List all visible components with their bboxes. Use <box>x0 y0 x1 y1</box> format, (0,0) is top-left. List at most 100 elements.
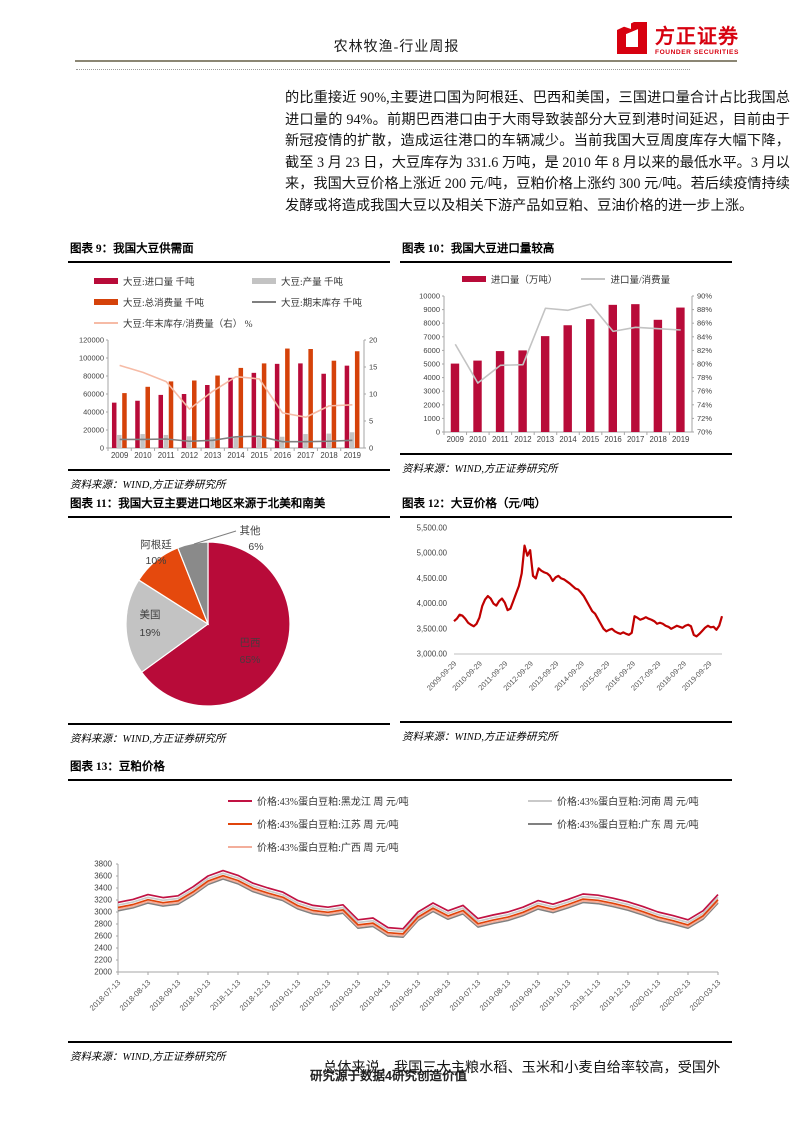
figure-12-line-chart: 3,000.00 3,500.00 4,000.00 4,500.00 5,000.00… <box>417 524 724 693</box>
figure-13-soybean-meal-price: 图表 13：豆粕价格 价格:43%蛋白豆粕:黑龙江 周 元/吨 价格:43%蛋白豆… <box>68 757 732 1063</box>
figure-9-soybean-supply-demand: 图表 9：我国大豆供需面 大豆:进口量 千吨 大豆:产量 千吨 大豆:总消费量 千吨… <box>68 239 390 491</box>
svg-text:60000: 60000 <box>83 390 104 399</box>
svg-text:70%: 70% <box>697 428 712 437</box>
page-footer: 研究源于数据4研究创造价值 <box>310 1069 467 1083</box>
svg-text:10%: 10% <box>145 555 166 567</box>
svg-text:86%: 86% <box>697 319 712 328</box>
legend-item: 价格:43%蛋白豆粕:江苏 周 元/吨 <box>228 816 528 831</box>
legend-item: 价格:43%蛋白豆粕:河南 周 元/吨 <box>528 793 732 808</box>
legend-item: 进口量（万吨） <box>461 272 557 286</box>
svg-text:5: 5 <box>369 417 373 426</box>
svg-text:80000: 80000 <box>83 372 104 381</box>
svg-text:2019-07-13: 2019-07-13 <box>448 978 483 1013</box>
legend-label: 进口量/消费量 <box>610 276 671 286</box>
legend-item: 价格:43%蛋白豆粕:广东 周 元/吨 <box>528 816 732 831</box>
svg-text:4,000.00: 4,000.00 <box>417 599 448 608</box>
svg-text:2014: 2014 <box>559 435 577 444</box>
svg-text:2019-10-13: 2019-10-13 <box>538 978 573 1013</box>
figure-12-soybean-price: 3,000.00 3,500.00 4,000.00 4,500.00 5,000.00… <box>400 494 732 743</box>
svg-text:72%: 72% <box>697 414 712 423</box>
svg-text:1000: 1000 <box>423 414 440 423</box>
svg-text:3,500.00: 3,500.00 <box>417 624 448 633</box>
svg-text:0: 0 <box>436 428 440 437</box>
svg-text:2019-06-13: 2019-06-13 <box>418 978 453 1013</box>
legend-swatch-line-icon <box>228 822 252 825</box>
svg-text:7000: 7000 <box>423 332 440 341</box>
svg-text:5,500.00: 5,500.00 <box>417 524 448 533</box>
legend-label: 大豆:年末库存/消费量（右） % <box>123 320 253 330</box>
legend-swatch-line-icon <box>228 799 252 802</box>
figure-10-soybean-imports: 图表 10：我国大豆进口量较高 进口量（万吨） 进口量/消费量 0 1000 2000… <box>400 239 732 476</box>
svg-text:2400: 2400 <box>94 944 112 953</box>
svg-text:2019-04-13: 2019-04-13 <box>358 978 393 1013</box>
svg-text:巴西: 巴西 <box>240 637 261 649</box>
svg-text:5000: 5000 <box>423 360 440 369</box>
intro-paragraph: 的比重接近 90%,主要进口国为阿根廷、巴西和美国，三国进口量合计占比我国总进口… <box>285 90 790 214</box>
figure-10-title: 图表 10：我国大豆进口量较高 <box>400 239 732 263</box>
svg-text:2016: 2016 <box>604 435 621 444</box>
svg-text:9000: 9000 <box>423 305 440 314</box>
svg-text:2015: 2015 <box>251 451 269 460</box>
svg-text:2011: 2011 <box>158 451 175 460</box>
legend-swatch-line-icon <box>228 845 252 848</box>
svg-text:2019-09-13: 2019-09-13 <box>508 978 543 1013</box>
svg-text:2600: 2600 <box>94 932 112 941</box>
svg-text:3000: 3000 <box>94 908 112 917</box>
figure-13-source: 资料来源：WIND,方正证券研究所 <box>68 1041 732 1064</box>
svg-text:2014: 2014 <box>227 451 245 460</box>
figure-12-title: 图表 12：大豆价格（元/吨） <box>400 494 732 518</box>
svg-text:2010: 2010 <box>469 435 487 444</box>
svg-text:74%: 74% <box>697 400 712 409</box>
svg-text:20: 20 <box>369 336 377 345</box>
closing-paragraph: 总体来说，我国三大主粮水稻、玉米和小麦自给率较高，受国外 <box>323 1060 721 1077</box>
svg-text:78%: 78% <box>697 373 712 382</box>
svg-text:2009: 2009 <box>111 451 128 460</box>
svg-text:3000: 3000 <box>423 387 440 396</box>
svg-text:80%: 80% <box>697 360 712 369</box>
svg-text:2017: 2017 <box>627 435 644 444</box>
logo-text-en: FOUNDER SECURITIES <box>655 48 739 56</box>
legend-label: 价格:43%蛋白豆粕:河南 周 元/吨 <box>557 797 699 808</box>
legend-swatch-bar-icon <box>94 278 118 284</box>
legend-item: 大豆:期末库存 千吨 <box>252 295 390 309</box>
svg-text:2012: 2012 <box>181 451 198 460</box>
figure-9-source: 资料来源：WIND,方正证券研究所 <box>68 469 390 492</box>
svg-text:2018-09-13: 2018-09-13 <box>148 978 183 1013</box>
svg-text:2019-05-13: 2019-05-13 <box>388 978 423 1013</box>
svg-text:2018: 2018 <box>320 451 337 460</box>
svg-text:3,000.00: 3,000.00 <box>417 650 448 659</box>
legend-item: 价格:43%蛋白豆粕:广西 周 元/吨 <box>228 839 528 854</box>
svg-text:2019-03-13: 2019-03-13 <box>328 978 363 1013</box>
legend-label: 大豆:产量 千吨 <box>281 278 344 288</box>
svg-text:6000: 6000 <box>423 346 440 355</box>
svg-text:82%: 82% <box>697 346 712 355</box>
page-title: 农林牧渔-行业周报 <box>333 40 460 55</box>
svg-text:8000: 8000 <box>423 319 440 328</box>
legend-item: 大豆:产量 千吨 <box>252 274 390 288</box>
svg-text:5,000.00: 5,000.00 <box>417 549 448 558</box>
founder-logo-icon <box>614 20 650 63</box>
svg-text:2017: 2017 <box>297 451 314 460</box>
legend-label: 大豆:期末库存 千吨 <box>281 299 363 309</box>
header-divider-solid <box>75 60 737 62</box>
legend-label: 价格:43%蛋白豆粕:广西 周 元/吨 <box>257 843 399 854</box>
svg-text:20000: 20000 <box>83 426 104 435</box>
svg-text:2013: 2013 <box>537 435 554 444</box>
svg-text:3800: 3800 <box>94 860 112 869</box>
svg-text:其他: 其他 <box>240 524 261 537</box>
legend-label: 价格:43%蛋白豆粕:江苏 周 元/吨 <box>257 820 399 831</box>
legend-item: 大豆:进口量 千吨 <box>94 274 252 288</box>
figure-10-bar-line-chart: 0 1000 2000 3000 4000 5000 6000 7000 8000 9000 100… <box>419 292 712 445</box>
svg-text:2018-12-13: 2018-12-13 <box>238 978 273 1013</box>
svg-text:2000: 2000 <box>423 400 440 409</box>
svg-text:2010: 2010 <box>134 451 152 460</box>
legend-swatch-line-icon <box>528 799 552 802</box>
svg-text:40000: 40000 <box>83 408 104 417</box>
svg-text:2019-01-13: 2019-01-13 <box>268 978 303 1013</box>
svg-text:100000: 100000 <box>79 354 104 363</box>
legend-label: 大豆:进口量 千吨 <box>123 278 195 288</box>
logo-text-cn: 方正证券 <box>655 25 739 48</box>
svg-text:2018-08-13: 2018-08-13 <box>118 978 153 1013</box>
legend-label: 价格:43%蛋白豆粕:黑龙江 周 元/吨 <box>257 797 409 808</box>
svg-text:2200: 2200 <box>94 956 112 965</box>
